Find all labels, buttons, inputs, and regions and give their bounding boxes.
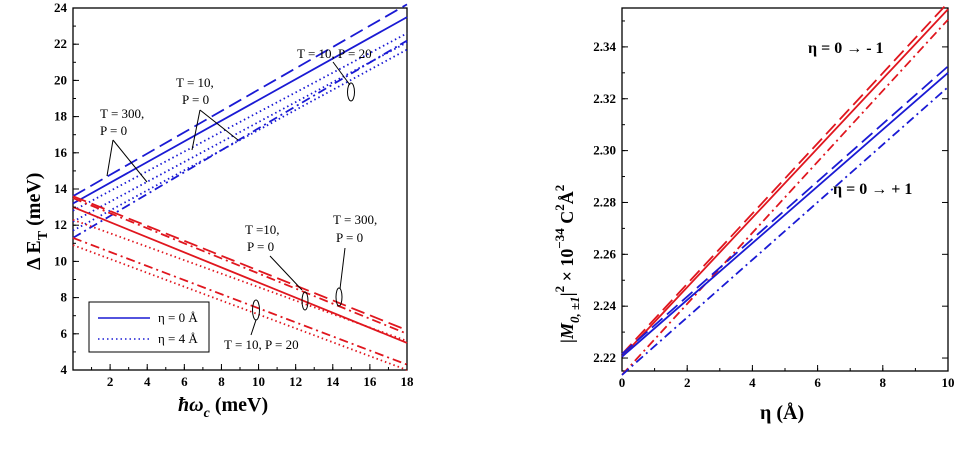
x-tick-label: 4: [749, 375, 756, 390]
left-y-axis-label: Δ ET (meV): [23, 173, 51, 270]
right-series-group: [621, 2, 949, 376]
x-tick-label: 6: [814, 375, 821, 390]
x-tick-label: 0: [619, 375, 626, 390]
y-tick-label: 2.30: [593, 143, 616, 158]
series-line-4: [72, 32, 408, 212]
ann-ellipse: [301, 291, 309, 311]
right-chart: 0 2 4 6 8 10 2.22 2.24 2.26 2.28 2.30 2.32 2.34 η = …: [552, 2, 955, 424]
x-tick-label: 8: [880, 375, 887, 390]
ann-leader: [339, 247, 346, 290]
right-y-axis-label: |M0, ±1|2 × 10−34 C2Å2: [552, 185, 582, 343]
y-tick-label: 12: [54, 217, 67, 232]
ann-blue-left-2: P = 0: [100, 123, 127, 138]
series-line-1: [72, 3, 408, 197]
ann-blue-left-1: T = 300,: [100, 106, 144, 121]
series-line-6: [72, 206, 408, 344]
y-tick-label: 8: [61, 290, 68, 305]
y-tick-label: 6: [61, 326, 68, 341]
legend-box: [88, 301, 210, 353]
x-tick-label: 2: [684, 375, 691, 390]
series-line-2: [621, 19, 949, 376]
series-line-3: [621, 72, 949, 358]
series-line-4: [621, 65, 949, 355]
y-tick-label: 2.24: [593, 298, 616, 313]
ann-leader: [250, 319, 257, 336]
left-x-axis-label: ħωc (meV): [178, 394, 268, 421]
ann-ellipse: [347, 82, 355, 102]
ann-blue-top-right: T = 10, P = 20: [297, 46, 372, 61]
right-x-axis-label: η (Å): [760, 401, 804, 424]
y-tick-label: 14: [54, 181, 68, 196]
series-line-9: [72, 218, 408, 342]
y-tick-label: 2.26: [593, 246, 616, 261]
x-tick-label: 8: [218, 374, 225, 389]
y-tick-label: 20: [54, 72, 67, 87]
x-tick-label: 14: [326, 374, 340, 389]
y-tick-label: 2.32: [593, 91, 616, 106]
x-tick-label: 2: [107, 374, 114, 389]
legend: η = 0 Å η = 4 Å: [88, 301, 210, 353]
x-tick-label: 18: [401, 374, 415, 389]
y-tick-label: 22: [54, 36, 67, 51]
ann-leader: [269, 255, 303, 291]
ann-red-label: η = 0 → - 1: [808, 40, 884, 57]
x-tick-label: 4: [144, 374, 151, 389]
legend-entry-0: η = 0 Å: [158, 310, 198, 325]
ann-leader: [106, 139, 114, 177]
y-tick-label: 16: [54, 145, 68, 160]
series-line-11: [72, 244, 408, 371]
y-tick-label: 2.22: [593, 350, 616, 365]
x-tick-label: 10: [942, 375, 955, 390]
x-tick-label: 16: [363, 374, 377, 389]
ann-blue-label: η = 0 → + 1: [833, 181, 912, 198]
left-annotations: T = 10, P = 20 T = 10, P = 0 T = 300, P …: [100, 46, 377, 352]
ann-leader: [112, 139, 148, 183]
x-tick-label: 6: [181, 374, 188, 389]
y-tick-label: 18: [54, 109, 68, 124]
ann-leader: [332, 61, 351, 86]
series-line-10: [72, 237, 408, 366]
ann-red-mid-1: T =10,: [245, 222, 280, 237]
ann-leader: [199, 109, 239, 141]
series-line-5: [72, 48, 408, 232]
series-line-8: [72, 197, 408, 335]
y-tick-label: 2.34: [593, 39, 616, 54]
y-tick-label: 2.28: [593, 194, 616, 209]
x-tick-label: 12: [289, 374, 302, 389]
ann-red-right-1: T = 300,: [333, 212, 377, 227]
legend-entry-1: η = 4 Å: [158, 331, 198, 346]
series-line-0: [72, 16, 408, 205]
series-line-5: [621, 86, 949, 376]
series-line-3: [72, 41, 408, 223]
y-tick-label: 24: [54, 0, 68, 15]
ann-blue-mid-2: P = 0: [182, 92, 209, 107]
x-tick-label: 10: [252, 374, 265, 389]
y-tick-label: 10: [54, 253, 67, 268]
left-series-group: [72, 3, 408, 371]
y-tick-label: 4: [61, 362, 68, 377]
ann-red-mid-2: P = 0: [247, 239, 274, 254]
ann-ellipse: [252, 299, 260, 321]
ann-blue-mid-1: T = 10,: [176, 75, 214, 90]
ann-ellipse: [335, 287, 343, 307]
ann-leader: [191, 109, 201, 151]
series-line-0: [621, 8, 949, 358]
ann-red-bottom: T = 10, P = 20: [224, 337, 299, 352]
series-line-1: [621, 2, 949, 355]
ann-red-right-2: P = 0: [336, 230, 363, 245]
right-ticks-group: 0 2 4 6 8 10 2.22 2.24 2.26 2.28 2.30 2.32 2.34: [593, 20, 955, 390]
